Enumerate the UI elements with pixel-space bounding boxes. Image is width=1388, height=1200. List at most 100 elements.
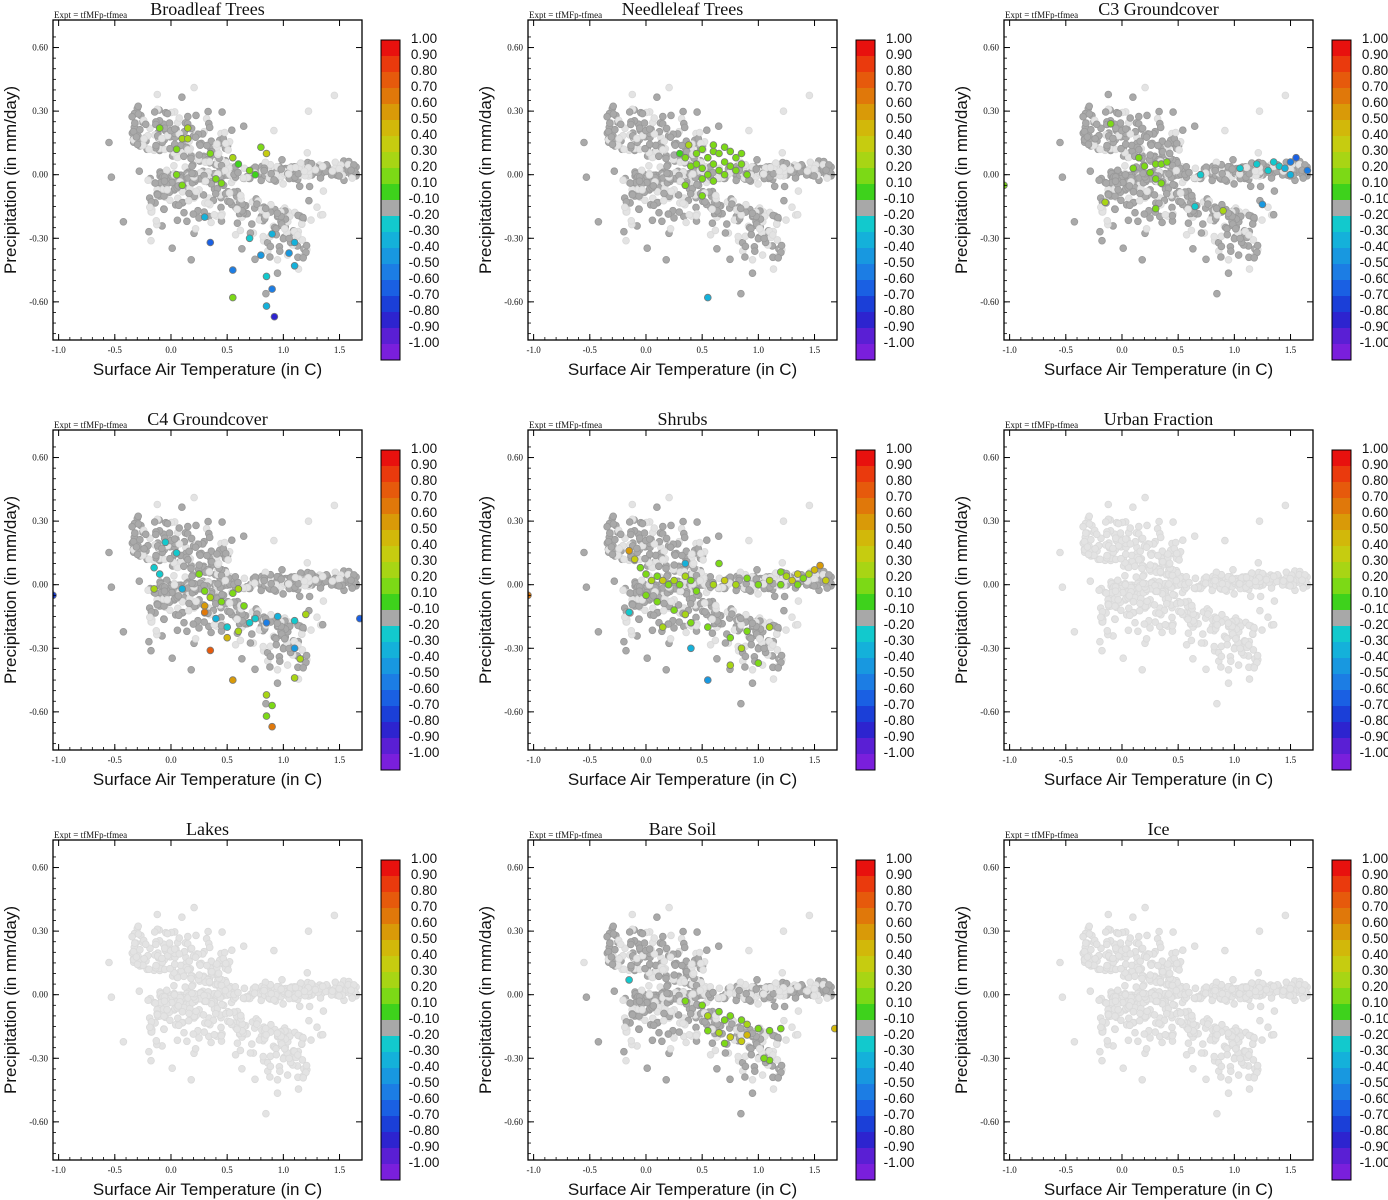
neutral-point <box>741 242 750 251</box>
colorbar-swatch <box>856 88 875 104</box>
neutral-point <box>1129 93 1137 101</box>
colorbar-swatch <box>856 216 875 232</box>
neutral-point <box>174 592 183 600</box>
background-point <box>737 211 745 219</box>
background-point <box>679 199 687 208</box>
background-point <box>1158 628 1166 637</box>
colorbar-swatch <box>381 706 400 722</box>
neutral-point <box>702 126 711 134</box>
colorbar-label: -0.50 <box>884 665 915 680</box>
data-point <box>681 610 690 619</box>
neutral-point <box>670 214 678 222</box>
background-point <box>1146 561 1154 569</box>
colorbar-swatch <box>1332 328 1351 344</box>
neutral-point <box>1234 251 1243 259</box>
neutral-point <box>701 198 709 206</box>
neutral-point <box>168 654 177 662</box>
background-point <box>140 135 148 143</box>
colorbar-swatch <box>856 104 875 120</box>
background-point <box>152 626 161 635</box>
colorbar-label: 1.00 <box>411 31 437 46</box>
colorbar-swatch <box>1332 248 1351 264</box>
data-point <box>726 162 735 171</box>
background-point <box>144 176 152 185</box>
background-point <box>755 634 764 643</box>
neutral-point <box>135 167 144 176</box>
neutral-point <box>270 176 278 184</box>
neutral-point <box>257 176 266 185</box>
background-point <box>1245 231 1253 239</box>
neutral-point <box>1197 229 1206 237</box>
colorbar-swatch <box>381 738 400 754</box>
neutral-point <box>1079 112 1087 121</box>
neutral-point <box>1083 133 1092 141</box>
colorbar-swatch <box>381 152 400 168</box>
neutral-point <box>635 587 644 595</box>
neutral-point <box>643 244 651 253</box>
neutral-point <box>760 234 768 243</box>
data-point <box>715 149 723 158</box>
background-point <box>1189 654 1197 663</box>
colorbar-swatch <box>381 72 400 88</box>
background-point <box>280 225 289 233</box>
background-point <box>1134 627 1142 636</box>
data-point <box>1236 164 1244 173</box>
neutral-point <box>248 220 256 228</box>
neutral-point <box>653 503 661 512</box>
neutral-point <box>188 572 196 580</box>
y-tick-label: 0.30 <box>32 106 48 116</box>
data-point <box>703 293 712 302</box>
background-point <box>778 558 787 567</box>
colorbar-label: -0.10 <box>409 191 440 206</box>
y-tick-label: -0.30 <box>980 233 999 243</box>
colorbar-swatch <box>381 690 400 706</box>
data-point <box>642 591 650 600</box>
colorbar-frame <box>855 39 876 361</box>
background-point <box>737 621 745 629</box>
background-point <box>279 180 287 188</box>
data-point <box>799 574 808 583</box>
background-point <box>1175 146 1183 154</box>
neutral-point <box>1104 190 1113 199</box>
colorbar-label: -0.50 <box>409 255 440 270</box>
neutral-point <box>750 247 759 256</box>
data-point <box>217 597 226 606</box>
data-point <box>234 585 243 593</box>
data-point <box>155 124 164 132</box>
colorbar-label: 0.20 <box>411 159 437 174</box>
colorbar-swatch <box>381 120 400 136</box>
data-point <box>229 153 237 162</box>
neutral-point <box>1109 134 1117 143</box>
colorbar: 1.000.900.800.700.600.500.400.300.200.10… <box>855 441 915 771</box>
neutral-point <box>607 543 616 551</box>
colorbar-swatch <box>856 754 875 770</box>
background-point <box>236 636 245 645</box>
neutral-point <box>753 565 761 574</box>
colorbar-swatch <box>381 722 400 738</box>
colorbar-label: -0.80 <box>1360 303 1388 318</box>
neutral-point <box>1270 187 1279 195</box>
point-layer <box>580 83 835 302</box>
neutral-point <box>253 200 261 208</box>
neutral-point <box>195 561 204 569</box>
data-point <box>1258 200 1267 209</box>
x-axis-label: Surface Air Temperature (in C) <box>1044 360 1273 379</box>
background-point <box>1103 530 1111 539</box>
neutral-point <box>1138 124 1147 133</box>
colorbar-label: 0.10 <box>886 585 912 600</box>
neutral-point <box>295 182 304 191</box>
neutral-point <box>348 584 357 592</box>
background-point <box>1213 211 1221 219</box>
neutral-point <box>1111 205 1119 214</box>
data-point <box>268 230 276 238</box>
colorbar-label: 1.00 <box>886 441 912 456</box>
neutral-point <box>1124 216 1133 225</box>
background-point <box>1169 518 1177 526</box>
background-point <box>1146 624 1154 632</box>
neutral-point <box>1204 200 1212 208</box>
data-point <box>625 608 633 617</box>
background-point <box>696 576 705 585</box>
background-point <box>1191 574 1200 583</box>
neutral-point <box>196 551 205 559</box>
background-point <box>803 167 812 175</box>
